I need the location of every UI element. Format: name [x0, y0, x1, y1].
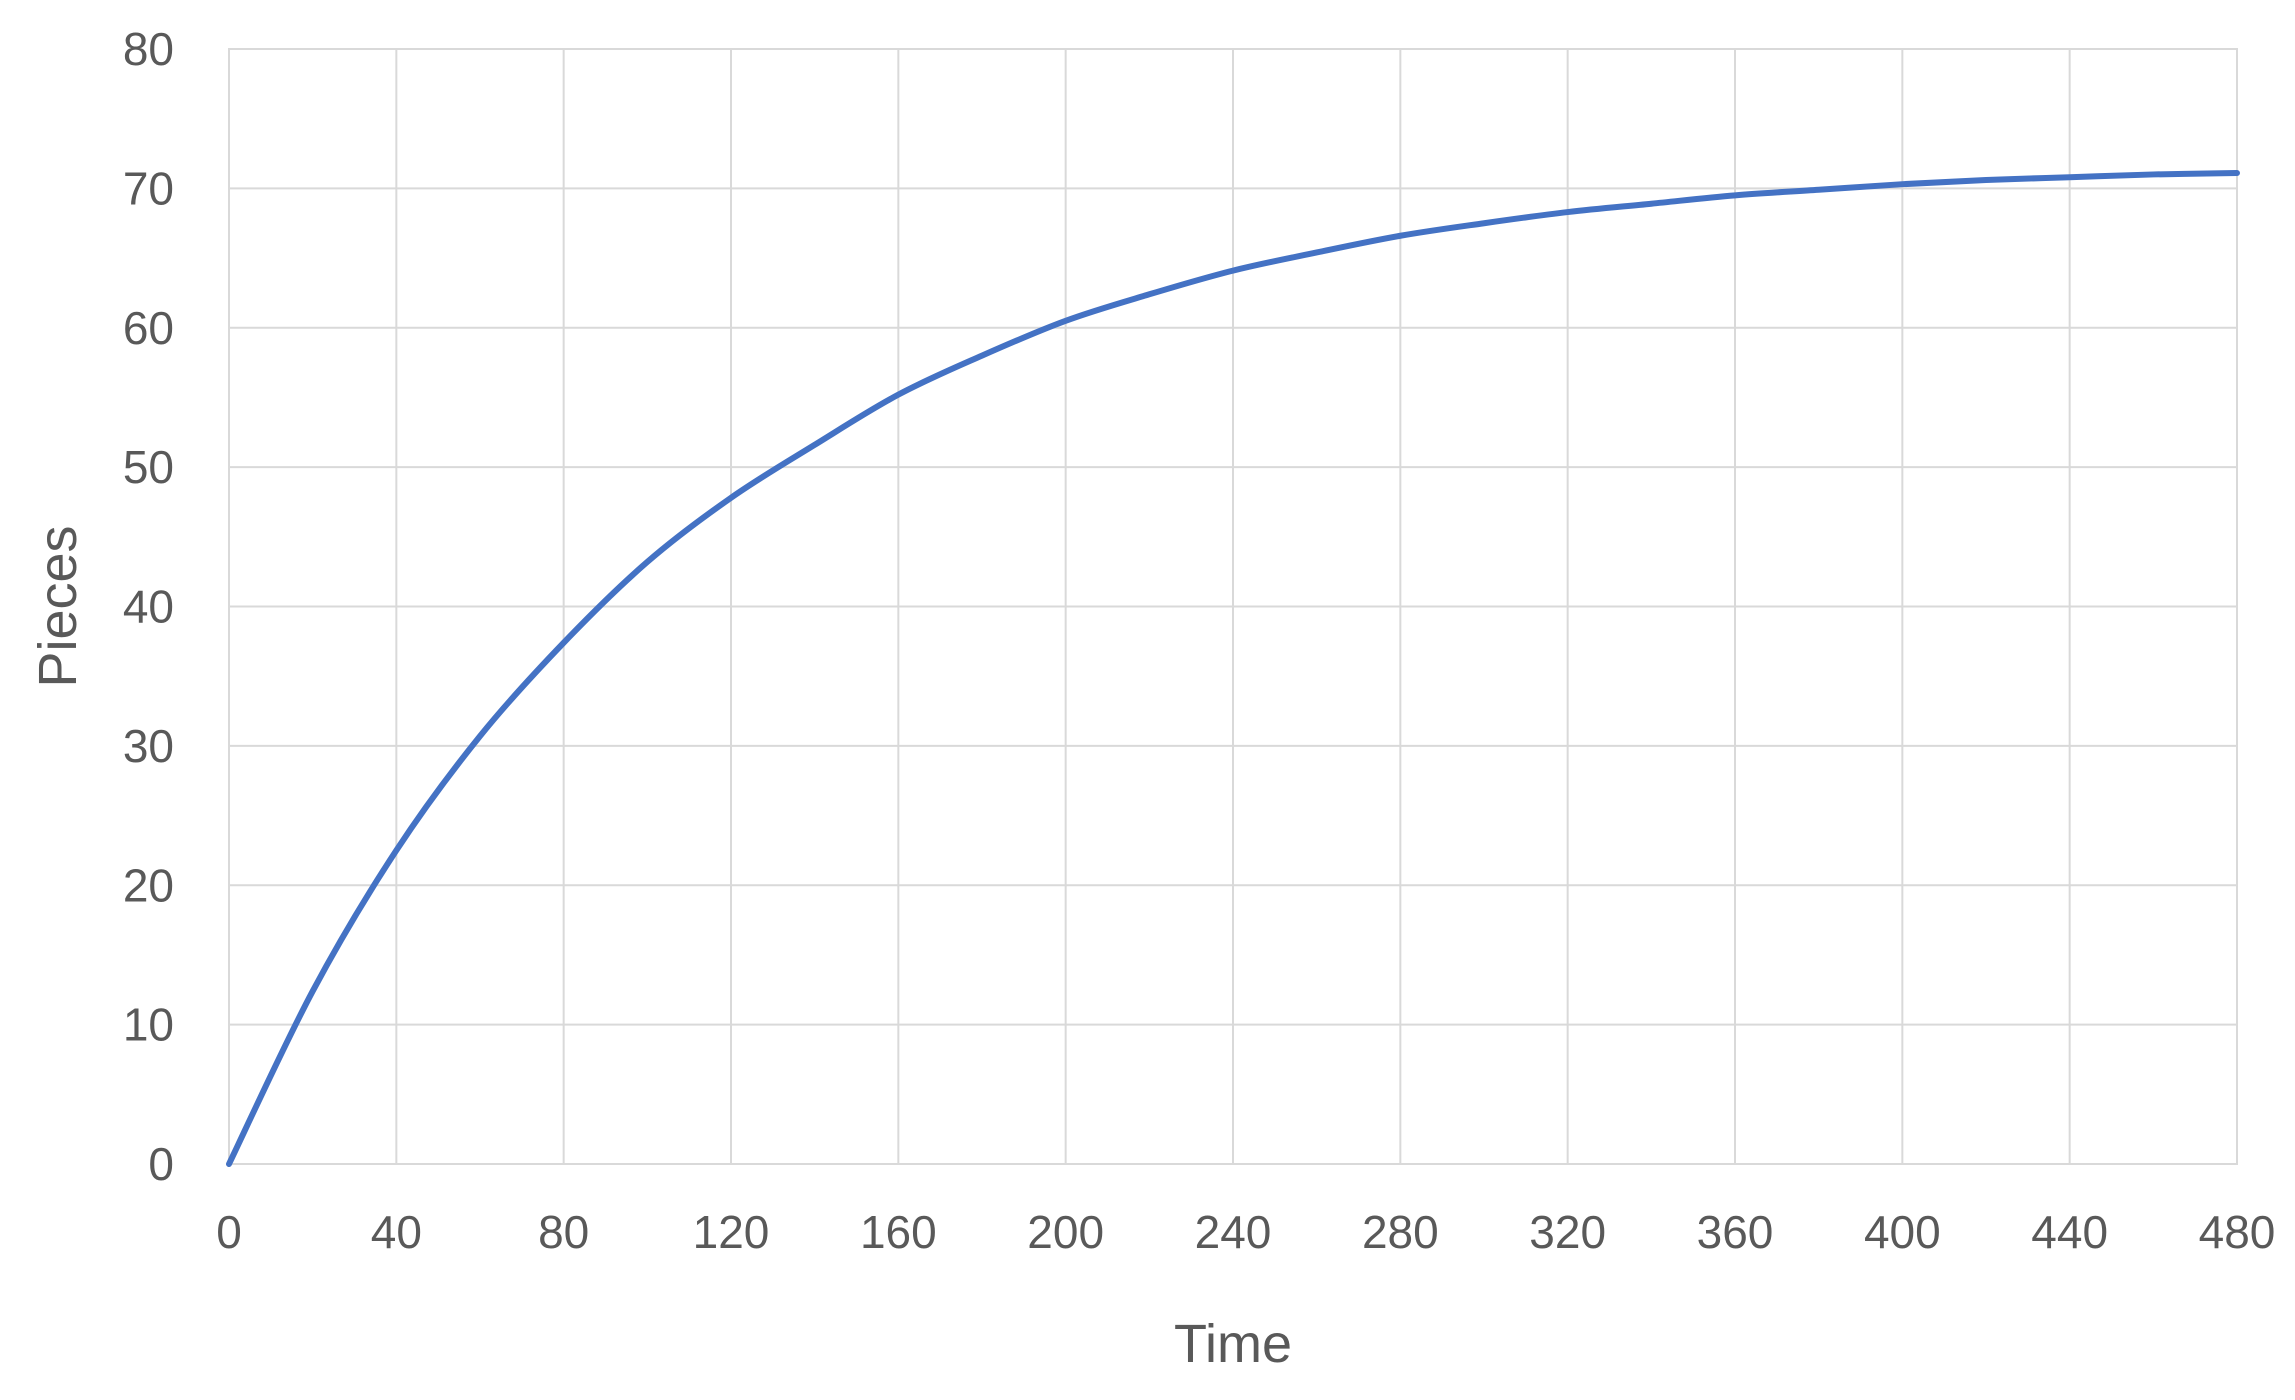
y-tick-label: 50	[123, 441, 174, 493]
x-tick-label: 400	[1864, 1206, 1941, 1258]
y-tick-label: 0	[148, 1138, 174, 1190]
x-tick-label: 120	[693, 1206, 770, 1258]
x-tick-label: 280	[1362, 1206, 1439, 1258]
x-tick-label: 0	[216, 1206, 242, 1258]
x-axis-title: Time	[1174, 1314, 1292, 1374]
x-tick-label: 360	[1697, 1206, 1774, 1258]
x-tick-label: 200	[1027, 1206, 1104, 1258]
y-axis-title: Pieces	[28, 525, 88, 687]
plot-area	[228, 48, 2238, 1165]
x-axis-tick-labels: 0 40 80 120 160 200 240 280 320 360 400 440 480	[216, 1206, 2275, 1258]
x-tick-label: 240	[1195, 1206, 1272, 1258]
y-tick-label: 60	[123, 302, 174, 354]
y-axis-tick-labels: 0 10 20 30 40 50 60 70 80	[123, 23, 174, 1190]
series-line	[226, 170, 2240, 1167]
y-tick-label: 30	[123, 720, 174, 772]
x-tick-label: 80	[538, 1206, 589, 1258]
x-tick-label: 440	[2031, 1206, 2108, 1258]
x-tick-label: 320	[1529, 1206, 1606, 1258]
grid	[229, 49, 2237, 1164]
y-tick-label: 40	[123, 581, 174, 633]
y-tick-label: 80	[123, 23, 174, 75]
y-tick-label: 70	[123, 162, 174, 214]
x-tick-label: 160	[860, 1206, 937, 1258]
x-tick-label: 480	[2199, 1206, 2276, 1258]
y-tick-label: 20	[123, 859, 174, 911]
series-layer	[226, 170, 2240, 1167]
y-tick-label: 10	[123, 999, 174, 1051]
x-tick-label: 40	[371, 1206, 422, 1258]
